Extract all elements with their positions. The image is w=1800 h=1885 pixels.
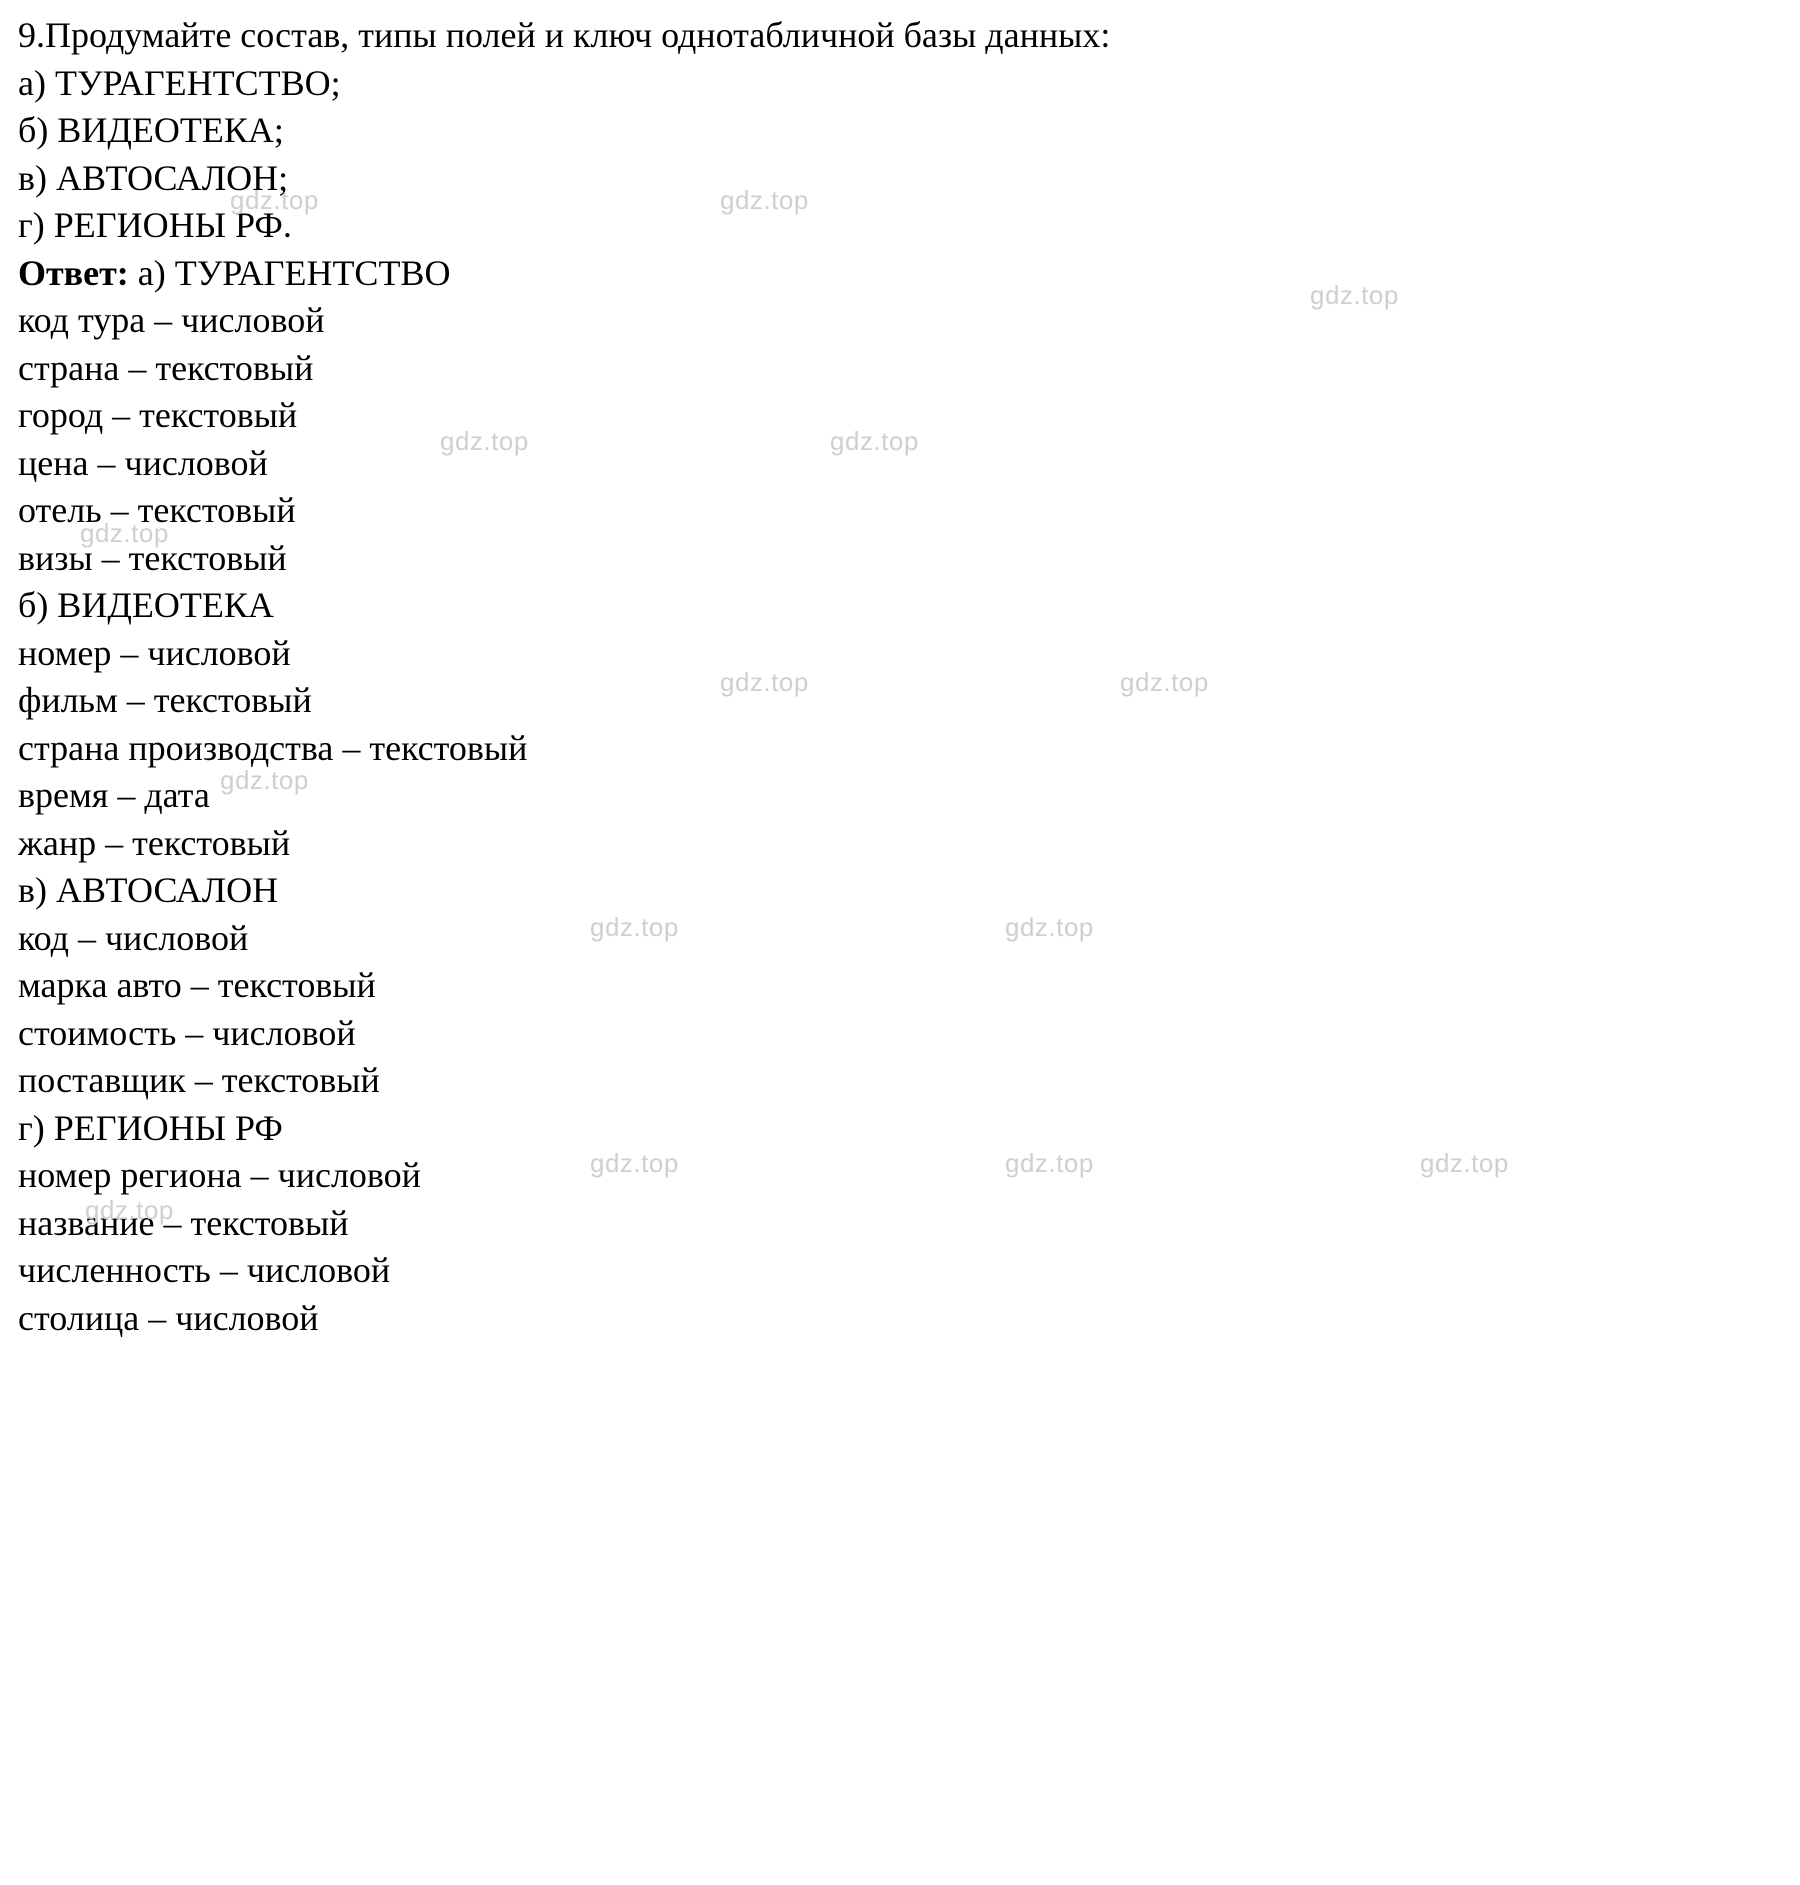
question-option-b: б) ВИДЕОТЕКА; bbox=[18, 107, 1782, 155]
answer-a-field-5: отель – текстовый bbox=[18, 487, 1782, 535]
answer-b-field-2: фильм – текстовый bbox=[18, 677, 1782, 725]
answer-a-field-6: визы – текстовый bbox=[18, 535, 1782, 583]
answer-b-field-5: жанр – текстовый bbox=[18, 820, 1782, 868]
answer-d-field-3: численность – числовой bbox=[18, 1247, 1782, 1295]
answer-c-title: в) АВТОСАЛОН bbox=[18, 867, 1782, 915]
answer-a-field-4: цена – числовой bbox=[18, 440, 1782, 488]
answer-a-title-line: Ответ: а) ТУРАГЕНТСТВО bbox=[18, 250, 1782, 298]
answer-c-field-2: марка авто – текстовый bbox=[18, 962, 1782, 1010]
answer-d-title: г) РЕГИОНЫ РФ bbox=[18, 1105, 1782, 1153]
answer-c-field-3: стоимость – числовой bbox=[18, 1010, 1782, 1058]
question-option-c: в) АВТОСАЛОН; bbox=[18, 155, 1782, 203]
document-body: 9.Продумайте состав, типы полей и ключ о… bbox=[18, 12, 1782, 1342]
answer-b-field-3: страна производства – текстовый bbox=[18, 725, 1782, 773]
question-intro: 9.Продумайте состав, типы полей и ключ о… bbox=[18, 12, 1782, 60]
answer-a-field-3: город – текстовый bbox=[18, 392, 1782, 440]
answer-d-field-4: столица – числовой bbox=[18, 1295, 1782, 1343]
answer-b-field-4: время – дата bbox=[18, 772, 1782, 820]
answer-a-title: а) ТУРАГЕНТСТВО bbox=[129, 253, 451, 293]
question-option-d: г) РЕГИОНЫ РФ. bbox=[18, 202, 1782, 250]
answer-a-field-1: код тура – числовой bbox=[18, 297, 1782, 345]
answer-c-field-1: код – числовой bbox=[18, 915, 1782, 963]
answer-b-title: б) ВИДЕОТЕКА bbox=[18, 582, 1782, 630]
answer-c-field-4: поставщик – текстовый bbox=[18, 1057, 1782, 1105]
answer-label: Ответ: bbox=[18, 253, 129, 293]
answer-b-field-1: номер – числовой bbox=[18, 630, 1782, 678]
answer-a-field-2: страна – текстовый bbox=[18, 345, 1782, 393]
question-option-a: а) ТУРАГЕНТСТВО; bbox=[18, 60, 1782, 108]
answer-d-field-2: название – текстовый bbox=[18, 1200, 1782, 1248]
answer-d-field-1: номер региона – числовой bbox=[18, 1152, 1782, 1200]
